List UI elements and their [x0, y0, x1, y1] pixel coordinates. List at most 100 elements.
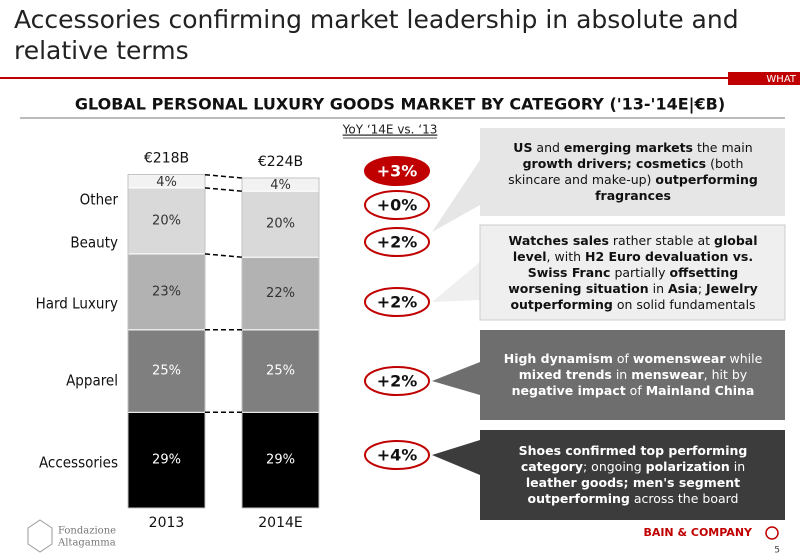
callout-segment: leather goods; men's segment outperformi…	[525, 475, 745, 506]
tag: WHAT	[766, 74, 796, 85]
yoy-label: +2%	[377, 233, 418, 252]
pointer	[432, 160, 480, 232]
page-number: 5	[774, 546, 780, 556]
total-label: €224B	[258, 154, 303, 170]
value-label: 25%	[152, 364, 181, 379]
callout-segment: , hit by	[703, 367, 752, 382]
value-label: 29%	[266, 453, 295, 468]
callout-segment: across the board	[629, 491, 739, 506]
bar-segment	[127, 187, 206, 255]
value-label: 20%	[266, 217, 295, 232]
callout-segment: negative impact	[511, 383, 626, 398]
callout-segment: offsetting worsening situation	[508, 264, 743, 296]
chart-title: GLOBAL PERSONAL LUXURY GOODS MARKET BY C…	[75, 95, 725, 115]
callout-segment: on solid fundamentals	[612, 296, 756, 312]
callout-segment: while	[725, 351, 767, 366]
callout-text: US and emerging markets the main growth …	[496, 140, 770, 204]
callout-segment: in	[648, 280, 668, 296]
value-label: 4%	[156, 175, 177, 190]
yoy-label: +2%	[377, 293, 418, 312]
company: BAIN & COMPANY	[643, 526, 753, 539]
value-label: 23%	[152, 284, 181, 299]
callout-text: High dynamism of womenswear while mixed …	[496, 351, 770, 399]
yoy-total-label: +3%	[377, 162, 418, 181]
connector	[204, 253, 243, 258]
callout-segment: rather stable at	[608, 232, 714, 248]
callout-box	[479, 224, 786, 321]
logo-text: Altagamma	[57, 538, 116, 549]
callout-segment: of	[612, 351, 633, 366]
yoy-label: +0%	[377, 196, 418, 215]
callout-segment: and	[532, 140, 564, 155]
yoy-oval	[364, 156, 430, 186]
callout-segment: in	[729, 459, 750, 474]
callout-box	[480, 330, 785, 420]
callout-segment: emerging markets	[563, 140, 693, 155]
bar-outline	[241, 177, 320, 509]
callout-segment: Jewelry outperforming	[510, 280, 763, 312]
logo-text: Fondazione	[58, 526, 116, 537]
bar-segment	[127, 253, 206, 331]
callout-segment: menswear	[631, 367, 704, 382]
callout: High dynamism of womenswear while mixed …	[486, 330, 780, 420]
slide-title: Accessories confirming market leadership…	[14, 5, 739, 65]
value-label: 20%	[152, 213, 181, 228]
bar-segment	[241, 256, 320, 331]
yoy-oval	[364, 190, 430, 220]
yoy-header: YoY ‘14E vs. ‘13	[342, 123, 438, 137]
category-label: Hard Luxury	[36, 295, 118, 313]
value-label: 29%	[152, 453, 181, 468]
callout-text: Watches sales rather stable at global le…	[496, 233, 770, 313]
callout-segment: mixed trends	[518, 367, 612, 382]
callout-box	[480, 128, 785, 216]
total-label: €218B	[144, 151, 189, 167]
company-mark	[765, 526, 779, 540]
tag-box	[728, 72, 800, 85]
callout-box	[480, 430, 785, 520]
callout-segment: partially	[610, 264, 670, 280]
callout-segment: Mainland China	[645, 383, 755, 398]
connector	[204, 173, 243, 179]
yoy-oval	[364, 440, 430, 470]
value-label: 25%	[266, 364, 295, 379]
connector	[204, 187, 243, 192]
callout-segment: (both skincare and make-up)	[508, 156, 748, 187]
callout-segment: Watches sales	[508, 232, 609, 248]
callout-segment: High dynamism	[503, 351, 613, 366]
value-label: 22%	[266, 286, 295, 301]
callout-segment: US	[513, 140, 533, 155]
callout-segment: of	[625, 383, 646, 398]
callout-segment: ;	[697, 280, 706, 296]
yoy-oval	[364, 287, 430, 317]
x-tick-label: 2013	[149, 515, 185, 531]
yoy-oval	[364, 227, 430, 257]
callout-text: Shoes confirmed top performing category;…	[496, 443, 770, 507]
callout-segment: H2 Euro devaluation vs. Swiss Franc	[527, 248, 758, 280]
callout-segment: ; ongoing	[582, 459, 646, 474]
yoy-label: +4%	[377, 446, 418, 465]
callout-segment: the main	[693, 140, 757, 155]
category-label: Accessories	[39, 454, 118, 472]
callout-segment: outperforming fragrances	[595, 172, 763, 203]
yoy-oval	[364, 366, 430, 396]
callout-segment: Shoes confirmed top performing category	[518, 443, 752, 474]
pointer	[432, 440, 480, 475]
logo-mark	[27, 519, 53, 553]
callout-segment: womenswear	[632, 351, 726, 366]
value-label: 4%	[270, 178, 291, 193]
bar-segment	[241, 329, 320, 413]
title-box: Accessories confirming market leadership…	[14, 5, 739, 65]
pointer	[432, 362, 480, 395]
callout: US and emerging markets the main growth …	[486, 128, 780, 216]
x-tick-label: 2014E	[258, 515, 302, 531]
callout-segment: Asia	[667, 280, 698, 296]
callout: Watches sales rather stable at global le…	[486, 225, 780, 320]
callout-segment: polarization	[645, 459, 730, 474]
callout-segment: global level	[512, 232, 762, 264]
callout-segment: in	[611, 367, 632, 382]
bar-outline	[127, 174, 206, 509]
callout-segment: , with	[546, 248, 585, 264]
category-label: Beauty	[70, 234, 118, 252]
